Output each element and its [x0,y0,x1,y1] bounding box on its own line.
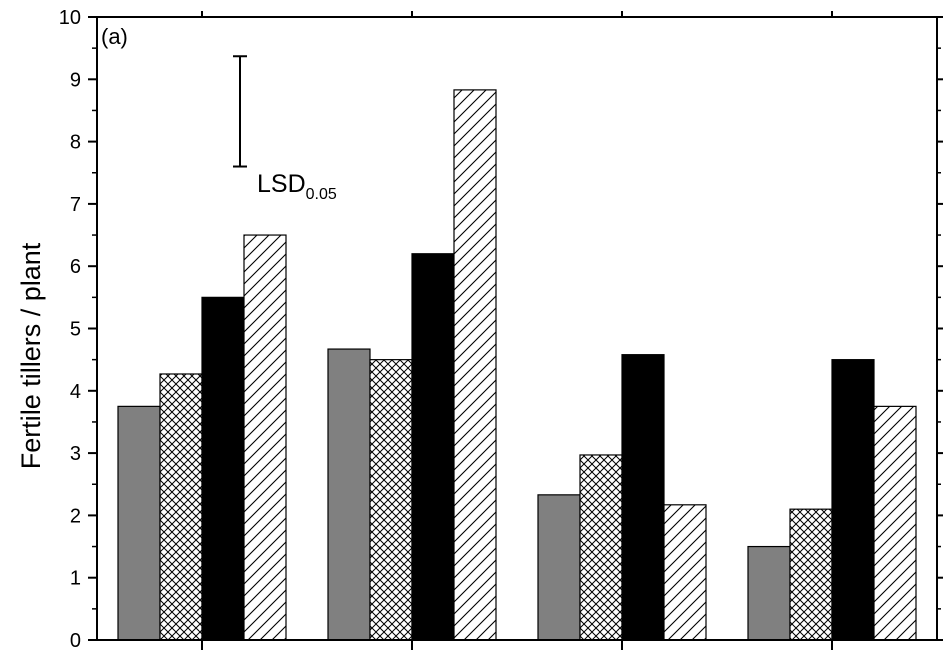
bar-diagonal-hatch [453,89,497,641]
y-tick-label: 0 [70,630,81,652]
y-ticks-group: 0 1 2 3 4 5 6 7 8 9 10 [59,7,943,652]
y-tick-label: 1 [70,568,81,590]
y-tick-label: 8 [70,132,81,154]
y-tick-label: 4 [70,381,81,403]
lsd-error-bar-group [233,55,247,168]
lsd-label: LSD0.05 [257,170,337,203]
panel-label: (a) [101,24,128,49]
y-tick-label: 3 [70,443,81,465]
x-ticks-group [201,11,833,650]
bar-solid-gray [537,494,581,641]
bar-solid-black [411,253,455,641]
bar-crosshatch [579,454,623,641]
bar-crosshatch [159,373,203,641]
y-tick-label: 6 [70,256,81,278]
bar-solid-black [201,296,245,641]
bar-crosshatch [369,359,413,641]
bar-solid-gray [117,405,161,641]
bar-solid-gray [327,348,371,641]
bar-crosshatch [789,508,833,641]
lsd-label-main: LSD [257,170,306,198]
bar-solid-gray [747,545,791,641]
lsd-label-subscript: 0.05 [306,186,337,203]
y-tick-label: 10 [59,7,81,29]
y-tick-label: 5 [70,319,81,341]
y-tick-label: 2 [70,505,81,527]
y-tick-label: 7 [70,194,81,216]
bar-solid-black [621,354,665,641]
y-tick-label: 9 [70,69,81,91]
bar-solid-black [831,359,875,641]
bars-group [117,89,917,641]
bar-diagonal-hatch [243,234,287,641]
bar-diagonal-hatch [663,504,707,641]
y-axis-title: Fertile tillers / plant [16,242,46,469]
bar-diagonal-hatch [873,405,917,641]
